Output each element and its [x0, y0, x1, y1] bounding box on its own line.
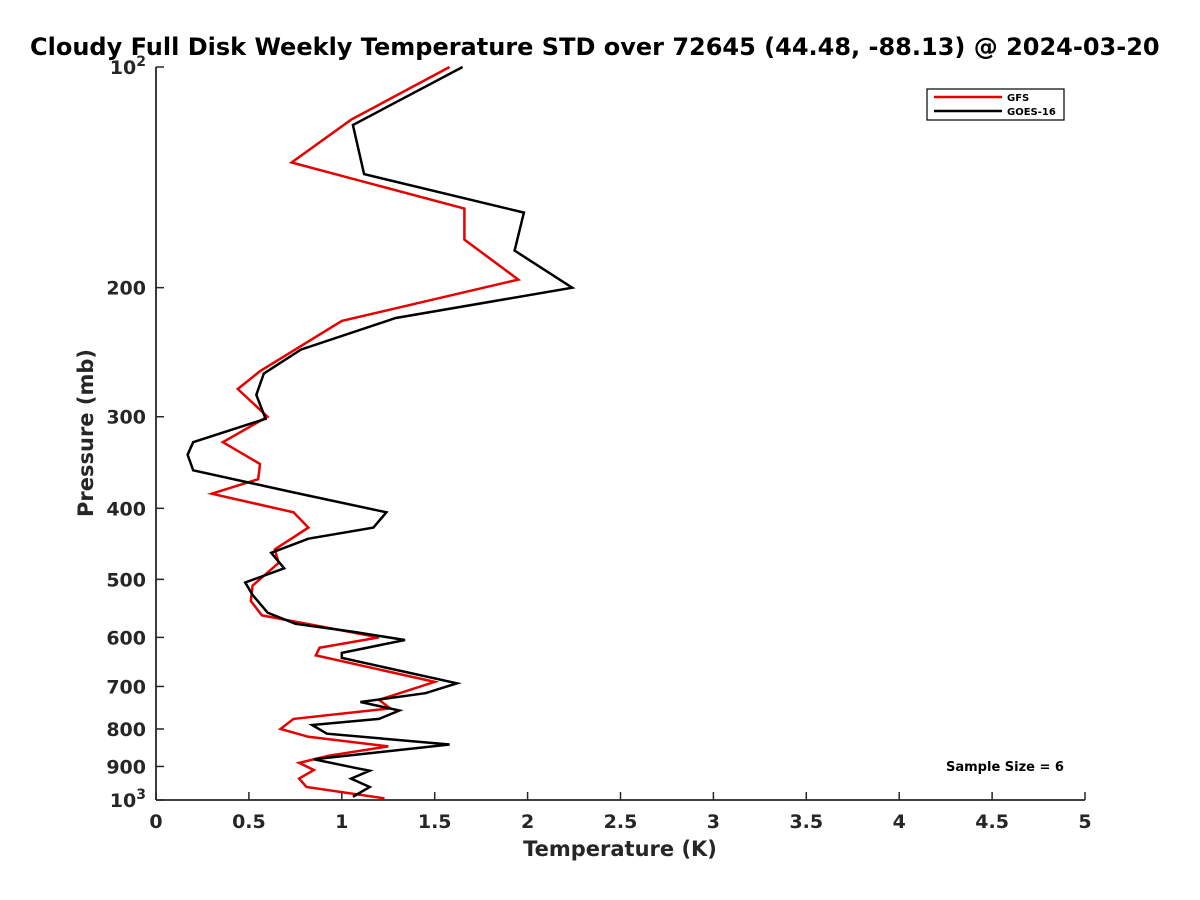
x-tick-label: 5 — [1078, 811, 1091, 833]
x-tick-label: 2.5 — [604, 811, 638, 833]
y-tick-label: 400 — [106, 498, 146, 520]
legend-box — [926, 88, 1065, 121]
x-tick-label: 1.5 — [418, 811, 452, 833]
legend-label-goes16: GOES-16 — [1007, 107, 1056, 118]
series-line-gfs — [206, 65, 522, 800]
x-axis-title: Temperature (K) — [523, 837, 717, 861]
legend-label-gfs: GFS — [1007, 93, 1029, 104]
x-tick-label: 2 — [521, 811, 534, 833]
x-tick-label: 1 — [335, 811, 348, 833]
x-tick-label: 0 — [149, 811, 162, 833]
sample-size-annotation: Sample Size = 6 — [946, 760, 1064, 775]
y-tick-label: 200 — [106, 278, 146, 300]
x-tick-label: 4 — [893, 811, 906, 833]
y-tick-label: 800 — [106, 719, 146, 741]
x-tick-label: 3 — [707, 811, 720, 833]
series-line-goes-16 — [186, 65, 576, 798]
series-layer — [186, 65, 576, 800]
x-tick-label: 4.5 — [975, 811, 1009, 833]
y-tick-label: 600 — [106, 627, 146, 649]
y-tick-label: 300 — [106, 407, 146, 429]
y-tick-label: 900 — [106, 756, 146, 778]
x-tick-label: 3.5 — [789, 811, 823, 833]
y-tick-label: 700 — [106, 676, 146, 698]
x-tick-label: 0.5 — [232, 811, 266, 833]
y-tick-label: 500 — [106, 569, 146, 591]
chart-title: Cloudy Full Disk Weekly Temperature STD … — [30, 33, 1160, 61]
x-axis-ticks: 0 0.5 1 1.5 2 2.5 3 3.5 4 4.5 5 — [149, 792, 1092, 833]
y-axis-title: Pressure (mb) — [74, 349, 98, 517]
legend: GFS GOES-16 — [926, 88, 1065, 121]
